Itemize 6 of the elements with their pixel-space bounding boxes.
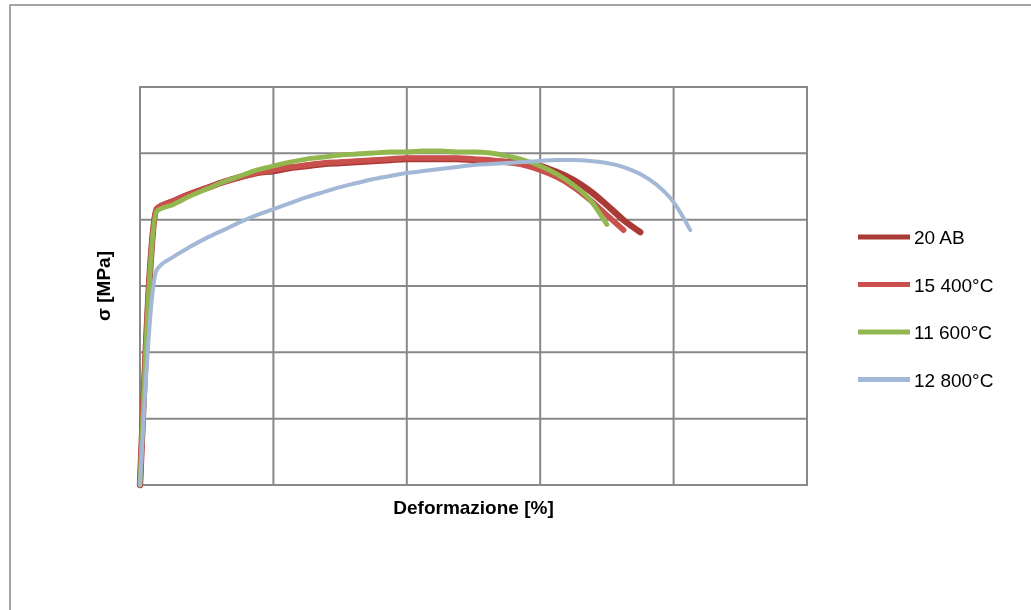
legend-label: 11 600°C bbox=[914, 322, 993, 343]
legend-label: 20 AB bbox=[914, 227, 965, 248]
legend-label: 15 400°C bbox=[914, 274, 994, 296]
legend-label: 12 800°C bbox=[914, 369, 994, 391]
y-axis-title: σ [MPa] bbox=[93, 251, 114, 321]
x-axis-title: Deformazione [%] bbox=[393, 497, 554, 518]
